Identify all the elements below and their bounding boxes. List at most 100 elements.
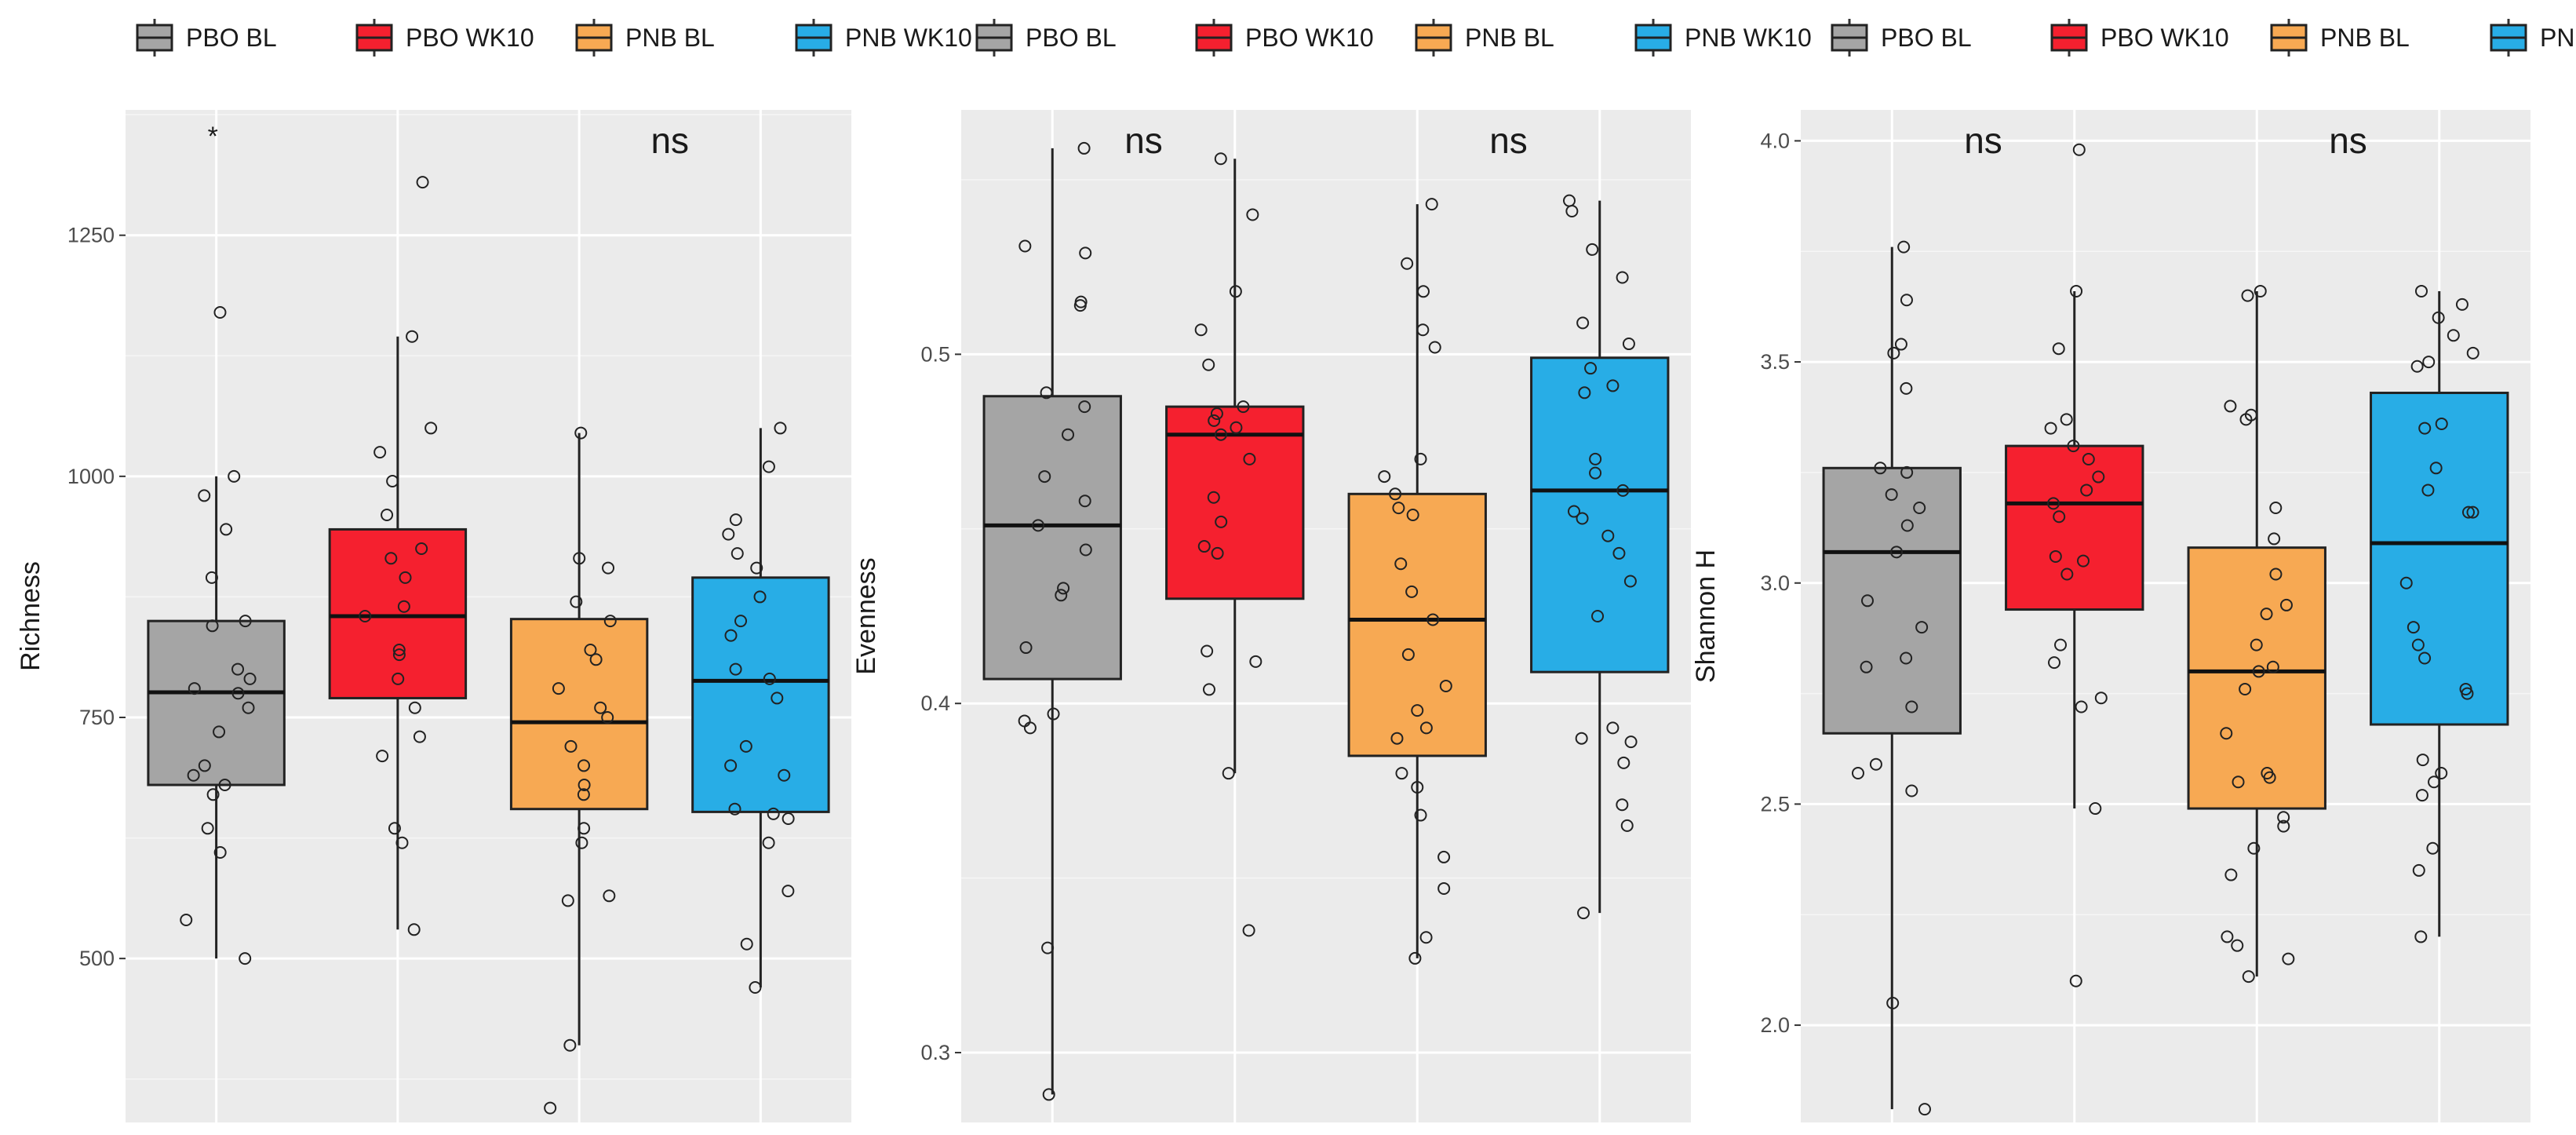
data-point [392, 672, 405, 685]
data-point [2459, 682, 2472, 695]
data-point [1900, 294, 1913, 307]
data-point [589, 653, 603, 666]
data-point [198, 489, 211, 502]
legend-key-3 [575, 19, 613, 57]
data-point [2072, 143, 2086, 156]
y-tick-label: 4.0 [1760, 129, 1790, 152]
data-point [1242, 924, 1255, 937]
y-tick-label: 0.3 [920, 1041, 950, 1064]
data-point [2461, 505, 2475, 519]
data-point [2220, 727, 2233, 740]
data-point [2224, 400, 2237, 413]
data-point [413, 730, 426, 743]
data-point [381, 509, 394, 521]
data-point [1237, 400, 1250, 414]
iqr-box [691, 576, 830, 813]
data-point [1905, 784, 1918, 797]
data-point [1401, 257, 1414, 270]
y-tick-label: 500 [79, 947, 115, 970]
legend-key-4 [2490, 19, 2527, 57]
legend-label: PBO BL [1881, 24, 1972, 52]
data-point [213, 846, 227, 859]
data-point [2089, 802, 2102, 816]
data-point [771, 692, 784, 705]
significance-label: ns [650, 120, 689, 161]
data-point [231, 687, 245, 700]
box-3 [1347, 198, 1487, 965]
data-point [1047, 707, 1060, 721]
data-point [1229, 285, 1242, 298]
legend-label: PNB BL [1465, 24, 1554, 52]
data-point [2075, 700, 2088, 713]
data-point [1426, 613, 1440, 626]
data-point [2418, 422, 2432, 435]
data-point [575, 836, 588, 849]
data-point [1202, 683, 1215, 696]
data-point [1040, 386, 1053, 400]
legend-key-4 [795, 19, 833, 57]
data-point [2080, 484, 2093, 497]
data-point [392, 648, 406, 662]
legend-key-4 [1634, 19, 1672, 57]
data-point [2094, 692, 2108, 705]
data-point [2414, 930, 2428, 943]
data-point [2067, 440, 2080, 453]
data-point [2046, 497, 2060, 510]
data-point [416, 176, 429, 189]
data-point [392, 644, 406, 656]
data-point [1419, 721, 1433, 735]
data-point [1222, 767, 1235, 780]
data-point [201, 822, 214, 835]
data-point [2429, 462, 2443, 475]
data-point [1406, 509, 1419, 521]
y-tick-label: 1250 [67, 224, 115, 247]
data-point [1416, 323, 1430, 337]
data-point [602, 561, 615, 575]
data-point [1390, 732, 1404, 745]
data-point [578, 779, 591, 791]
legend-panel-1: PBO BL PBO WK10 PNB BL PNB WK10 [136, 19, 972, 57]
data-point [563, 1038, 577, 1052]
iqr-box [2370, 392, 2509, 726]
box-3 [2187, 284, 2326, 984]
data-point [1202, 358, 1215, 371]
data-point [384, 552, 398, 565]
data-point [1562, 194, 1576, 207]
data-point [1417, 285, 1430, 298]
y-tick-label: 2.5 [1760, 792, 1790, 816]
data-point [578, 822, 591, 835]
data-point [2252, 665, 2265, 678]
legend-label: PBO BL [1026, 24, 1117, 52]
data-point [1437, 850, 1451, 863]
data-point [206, 619, 219, 633]
data-point [1032, 519, 1045, 532]
y-axis-label: Shannon H [1691, 549, 1721, 683]
data-point [1437, 881, 1451, 895]
data-point [1079, 246, 1092, 260]
data-point [1018, 239, 1032, 253]
data-point [2242, 970, 2255, 984]
data-point [2247, 841, 2261, 855]
iqr-box [328, 527, 468, 699]
data-point [2261, 766, 2274, 779]
data-point [2426, 841, 2439, 855]
data-point [1414, 808, 1427, 822]
data-point [1616, 798, 1629, 812]
data-point [218, 779, 231, 791]
data-point [774, 422, 787, 435]
data-point [2054, 638, 2068, 651]
data-point [2428, 776, 2441, 789]
legend-panel-3: PBO BL PBO WK10 PNB BL PNB WK10 [1831, 19, 2576, 57]
y-tick-label: 1000 [67, 465, 115, 488]
data-point [1589, 452, 1602, 465]
data-point [2432, 311, 2445, 324]
data-point [187, 768, 200, 782]
data-point [1869, 757, 1882, 771]
legend-label: PNB WK10 [2540, 24, 2576, 52]
data-point [2466, 346, 2479, 359]
chart-panel-3: 2.0 2.5 3.0 3.5 4.0 Shannon H ns ns [1691, 110, 2530, 1122]
data-point [750, 561, 763, 575]
y-tick-label: 750 [79, 706, 115, 729]
data-point [1576, 316, 1590, 330]
iqr-box [509, 618, 649, 811]
